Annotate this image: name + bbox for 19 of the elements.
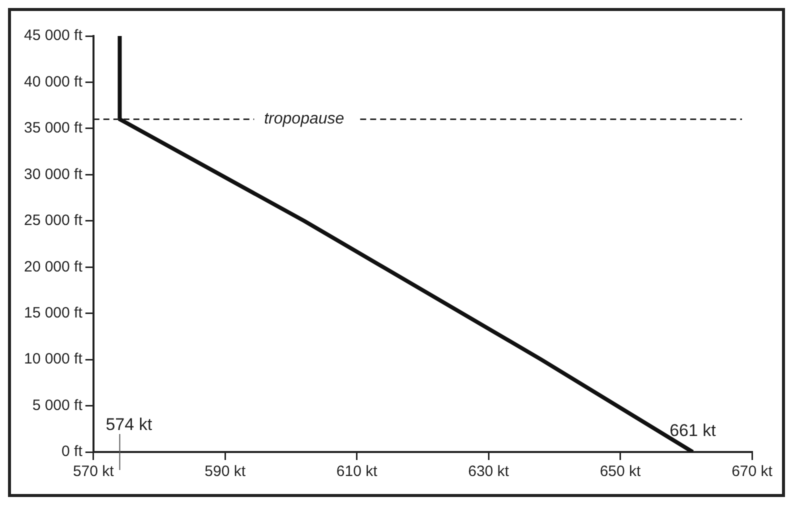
y-tick-label: 15 000 ft bbox=[24, 304, 84, 322]
y-tick-label: 35 000 ft bbox=[24, 120, 84, 137]
y-tick-label: 45 000 ft bbox=[24, 27, 84, 44]
y-tick-label: 20 000 ft bbox=[24, 258, 84, 276]
x-tick-label: 570 kt bbox=[72, 463, 115, 480]
y-tick-label: 5 000 ft bbox=[32, 396, 84, 414]
ref-line-label: tropopause bbox=[264, 110, 344, 128]
x-tick-label: 650 kt bbox=[600, 463, 642, 480]
y-tick-label: 40 000 ft bbox=[24, 73, 84, 90]
x-tick-label: 610 kt bbox=[336, 463, 378, 480]
x-tick-label: 590 kt bbox=[204, 463, 246, 480]
annotation: 661 kt bbox=[670, 421, 716, 440]
y-tick-label: 25 000 ft bbox=[24, 212, 84, 230]
y-tick-label: 0 ft bbox=[62, 443, 84, 460]
x-tick-label: 630 kt bbox=[468, 463, 510, 480]
x-tick-label: 670 kt bbox=[732, 463, 774, 480]
y-tick-label: 10 000 ft bbox=[24, 350, 84, 368]
annotation: 574 kt bbox=[106, 415, 152, 434]
y-tick-label: 30 000 ft bbox=[24, 166, 84, 183]
